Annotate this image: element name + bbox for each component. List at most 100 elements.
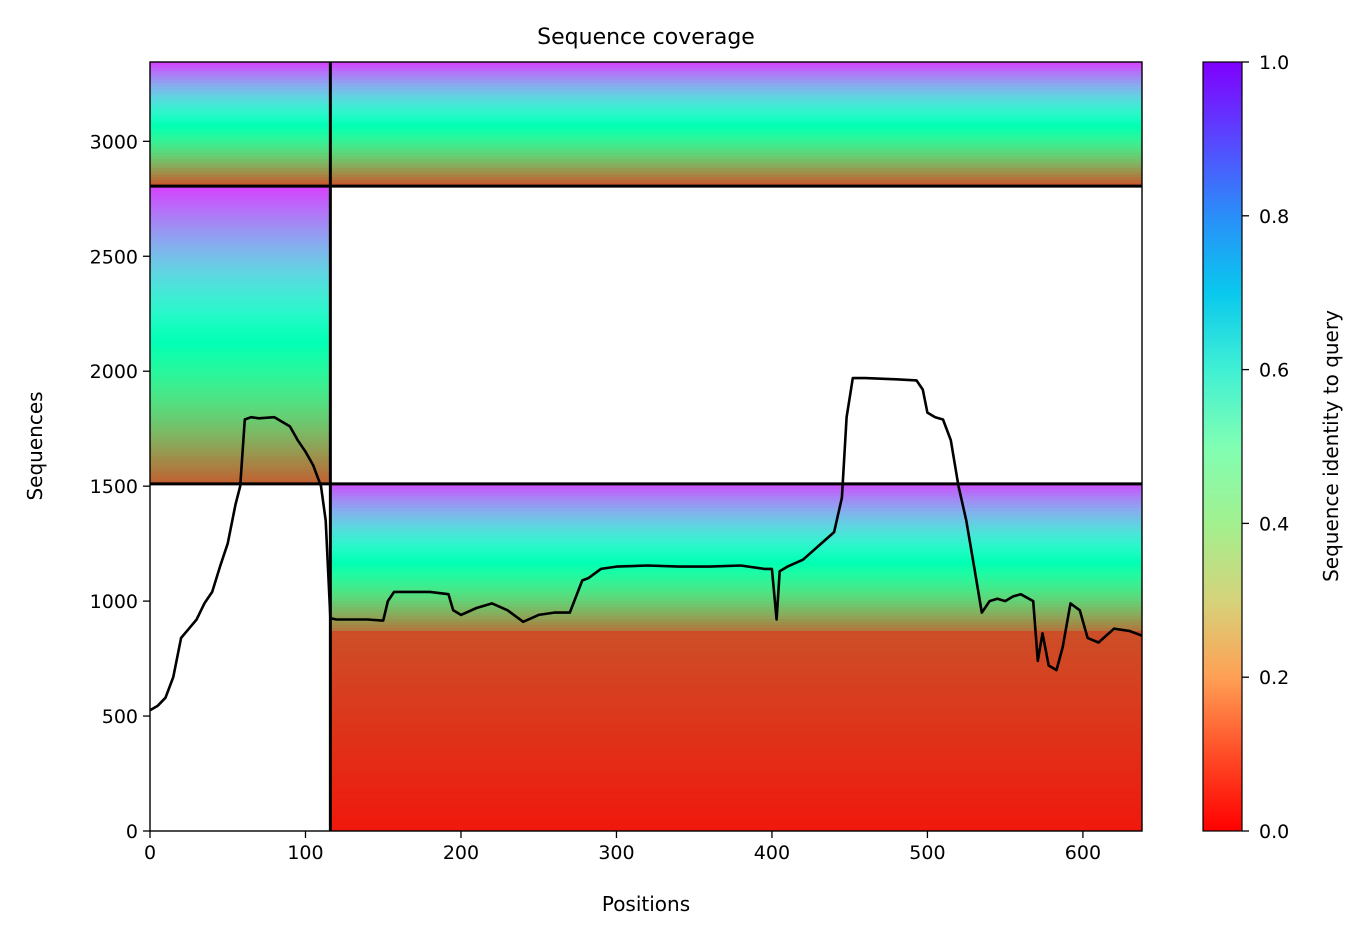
coverage-band xyxy=(330,621,1142,626)
coverage-band xyxy=(150,429,331,434)
coverage-band xyxy=(330,492,1142,497)
coverage-band xyxy=(330,744,1142,749)
coverage-band xyxy=(150,213,331,217)
coverage-band xyxy=(150,62,1142,66)
y-tick-label: 500 xyxy=(102,706,138,728)
coverage-band xyxy=(150,384,331,389)
coverage-band xyxy=(150,444,331,449)
coverage-band xyxy=(150,192,331,196)
coverage-band xyxy=(150,249,331,253)
colorbar-tick-label: 0.0 xyxy=(1259,821,1289,843)
coverage-band xyxy=(330,666,1142,671)
coverage-band xyxy=(330,663,1142,668)
coverage-band xyxy=(330,603,1142,608)
x-tick-label: 500 xyxy=(909,842,945,864)
coverage-band xyxy=(330,543,1142,548)
coverage-band xyxy=(150,240,331,244)
coverage-band xyxy=(150,291,331,296)
colorbar xyxy=(1202,61,1243,832)
coverage-band xyxy=(330,618,1142,623)
coverage-band xyxy=(330,708,1142,713)
coverage-band xyxy=(150,164,1142,169)
coverage-band xyxy=(330,750,1142,754)
coverage-band xyxy=(150,158,1142,163)
coverage-block-2 xyxy=(150,186,331,485)
coverage-band xyxy=(150,177,1142,181)
coverage-band xyxy=(150,315,331,320)
coverage-band xyxy=(330,657,1142,662)
coverage-band xyxy=(330,489,1142,494)
coverage-band xyxy=(330,672,1142,677)
coverage-band xyxy=(150,65,1142,69)
coverage-band xyxy=(150,174,1142,178)
coverage-band xyxy=(330,726,1142,731)
coverage-band xyxy=(330,771,1142,775)
coverage-band xyxy=(150,128,1142,133)
coverage-band xyxy=(150,231,331,235)
coverage-band xyxy=(330,765,1142,769)
coverage-band xyxy=(330,693,1142,698)
coverage-band xyxy=(150,285,331,289)
coverage-band xyxy=(330,579,1142,584)
coverage-band xyxy=(150,375,331,380)
coverage-band xyxy=(330,561,1142,566)
coverage-band xyxy=(330,696,1142,701)
coverage-band xyxy=(150,171,1142,175)
coverage-band xyxy=(150,294,331,299)
coverage-band xyxy=(150,110,1142,115)
coverage-band xyxy=(330,522,1142,527)
coverage-band xyxy=(330,825,1142,829)
coverage-band xyxy=(330,711,1142,716)
coverage-band xyxy=(150,116,1142,121)
x-tick-label: 0 xyxy=(144,842,156,864)
coverage-band xyxy=(330,627,1142,632)
coverage-band xyxy=(330,483,1142,488)
coverage-band xyxy=(330,759,1142,763)
coverage-band xyxy=(150,146,1142,151)
coverage-band xyxy=(330,675,1142,680)
coverage-band xyxy=(330,648,1142,653)
coverage-band xyxy=(150,210,331,214)
coverage-band xyxy=(150,456,331,461)
coverage-band xyxy=(330,747,1142,751)
coverage-band xyxy=(150,360,331,365)
coverage-band xyxy=(330,633,1142,638)
coverage-band xyxy=(150,357,331,362)
coverage-band xyxy=(150,276,331,280)
coverage-band xyxy=(330,519,1142,524)
coverage-band xyxy=(150,234,331,238)
coverage-band xyxy=(330,729,1142,734)
coverage-band xyxy=(150,417,331,422)
coverage-band xyxy=(150,345,331,350)
coverage-band xyxy=(330,762,1142,766)
chart-title: Sequence coverage xyxy=(537,25,755,50)
block-separators xyxy=(150,62,1142,831)
coverage-band xyxy=(330,798,1142,802)
coverage-band xyxy=(150,83,1142,87)
coverage-block-4 xyxy=(330,630,1142,831)
coverage-band xyxy=(150,222,331,226)
coverage-band xyxy=(150,366,331,371)
coverage-band xyxy=(150,369,331,374)
coverage-band xyxy=(150,198,331,202)
coverage-band xyxy=(150,342,331,347)
coverage-band xyxy=(330,507,1142,512)
x-tick-label: 400 xyxy=(754,842,790,864)
coverage-band xyxy=(150,318,331,323)
coverage-band xyxy=(330,705,1142,710)
x-tick-label: 600 xyxy=(1065,842,1101,864)
coverage-band xyxy=(150,246,331,250)
coverage-band xyxy=(150,297,331,302)
coverage-band xyxy=(150,432,331,437)
coverage-band xyxy=(150,423,331,428)
coverage-band xyxy=(150,225,331,229)
coverage-band xyxy=(330,819,1142,823)
coverage-band xyxy=(330,816,1142,820)
coverage-band xyxy=(330,540,1142,545)
coverage-band xyxy=(330,606,1142,611)
coverage-band xyxy=(330,528,1142,533)
coverage-band xyxy=(330,495,1142,500)
coverage-band xyxy=(330,735,1142,740)
coverage-band xyxy=(150,207,331,211)
